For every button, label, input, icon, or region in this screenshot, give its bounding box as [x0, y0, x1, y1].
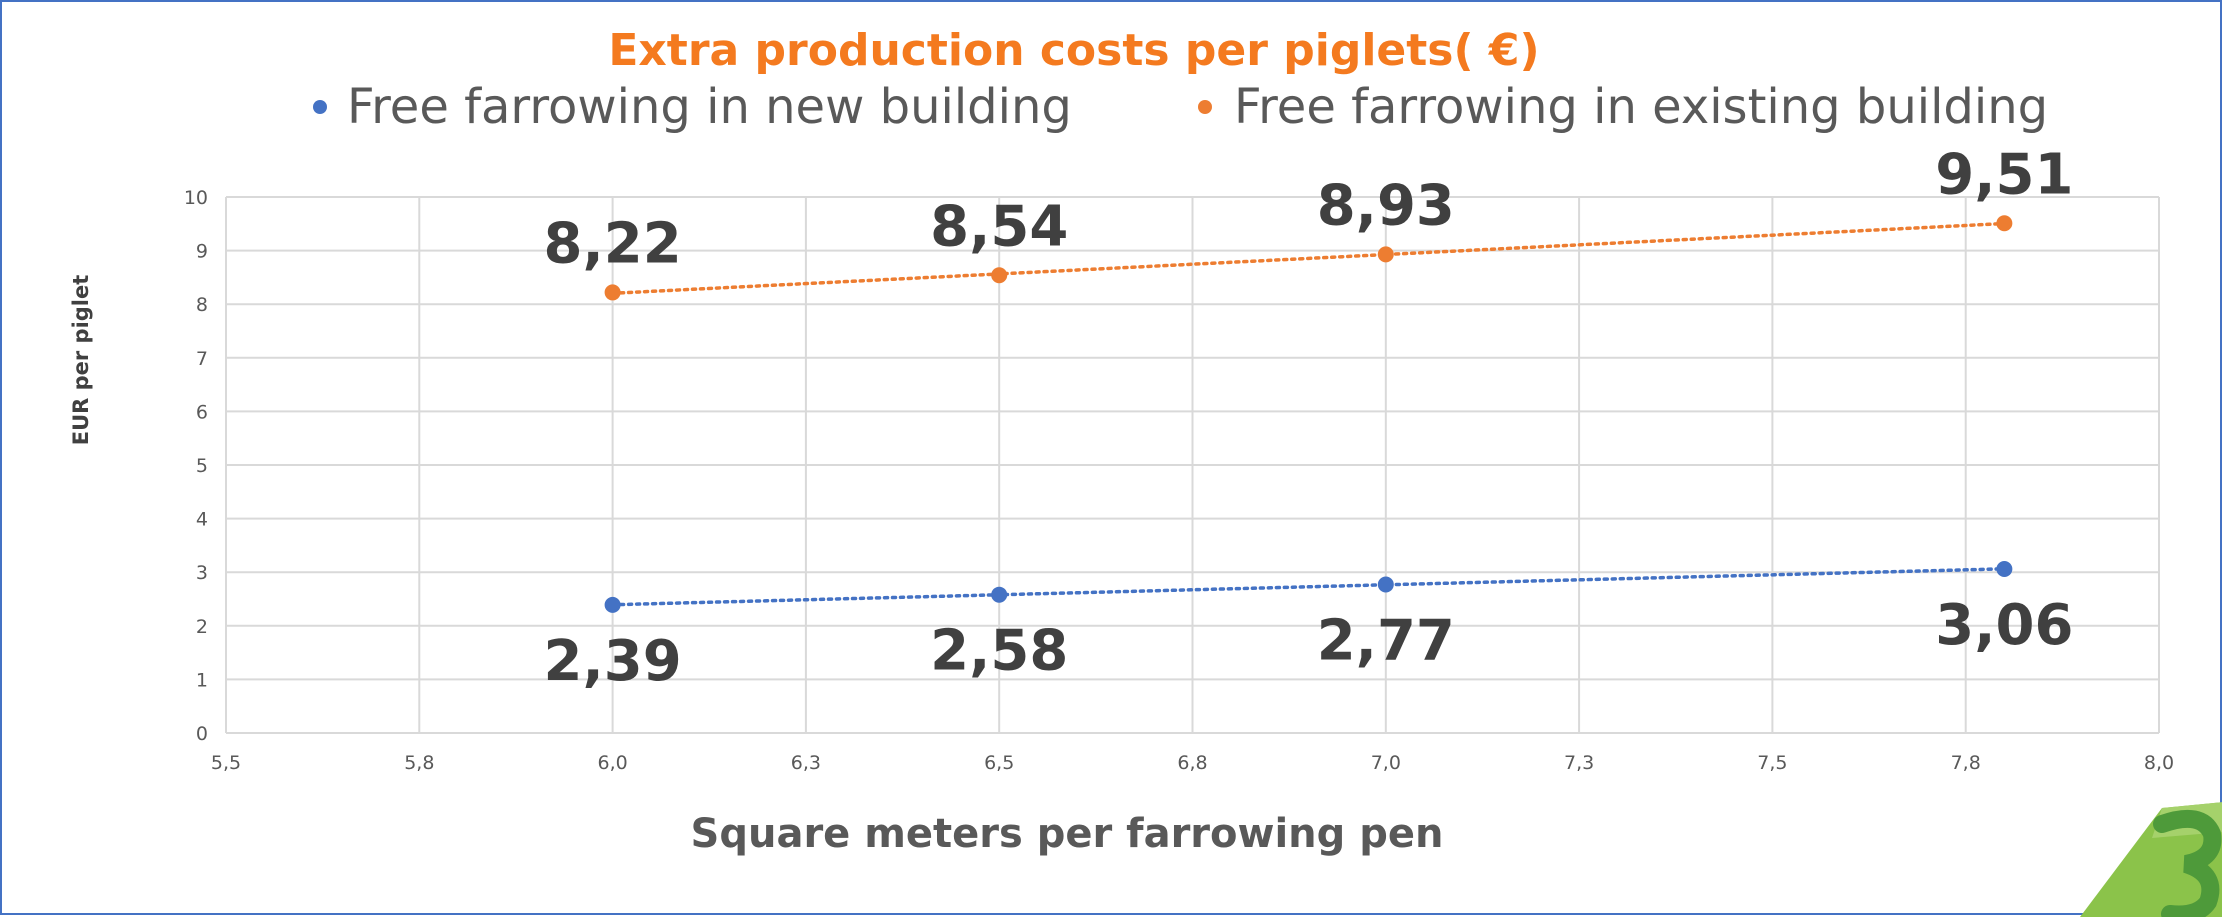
- y-tick-label: 5: [196, 455, 208, 477]
- x-tick-label: 5,5: [211, 752, 241, 774]
- data-label: 2,58: [930, 619, 1068, 684]
- y-tick-label: 6: [196, 401, 208, 423]
- legend-label-existing-building: Free farrowing in existing building: [1234, 79, 2048, 135]
- data-point: [604, 596, 621, 613]
- data-point: [1996, 215, 2013, 232]
- x-tick-label: 6,5: [984, 752, 1014, 774]
- y-tick-label: 7: [196, 348, 208, 370]
- y-tick-label: 3: [196, 562, 208, 584]
- data-point: [1377, 246, 1394, 263]
- series-layer: 2,39 2,58 2,77 3,06 8,22 8,54 8,93 9,51: [544, 142, 2074, 694]
- data-label: 8,22: [544, 211, 682, 276]
- y-tick-label: 4: [196, 509, 208, 531]
- x-tick-label: 6,8: [1177, 752, 1207, 774]
- data-point: [604, 284, 621, 301]
- grid: [225, 196, 2160, 734]
- x-tick-label: 7,0: [1371, 752, 1401, 774]
- y-tick-label: 9: [196, 241, 208, 263]
- x-axis-ticks: 5,5 5,8 6,0 6,3 6,5 6,8 7,0 7,3 7,5 7,8 8,0: [211, 752, 2174, 774]
- x-tick-label: 7,8: [1951, 752, 1981, 774]
- data-point: [991, 267, 1008, 284]
- y-tick-label: 0: [196, 723, 208, 745]
- y-axis-ticks: 0 1 2 3 4 5 6 7 8 9 10: [184, 187, 208, 745]
- green-3-logo: [2080, 802, 2222, 917]
- data-label: 3,06: [1935, 593, 2073, 658]
- trendline: [610, 567, 2007, 607]
- data-label: 9,51: [1935, 142, 2073, 207]
- legend-marker-existing-building: [1198, 100, 1212, 114]
- trendline: [610, 221, 2007, 296]
- y-tick-label: 8: [196, 294, 208, 316]
- legend-label-new-building: Free farrowing in new building: [347, 79, 1072, 135]
- x-tick-label: 6,3: [791, 752, 821, 774]
- chart-title: Extra production costs per piglets( €): [608, 25, 1539, 76]
- y-tick-label: 1: [196, 669, 208, 691]
- data-label: 8,54: [930, 194, 1068, 259]
- series-new-building: 2,39 2,58 2,77 3,06: [544, 560, 2073, 694]
- y-axis-label: EUR per piglet: [69, 275, 93, 446]
- data-label: 2,39: [544, 629, 682, 694]
- data-point: [1996, 560, 2013, 577]
- x-tick-label: 7,5: [1757, 752, 1787, 774]
- y-tick-label: 2: [196, 616, 208, 638]
- legend-marker-new-building: [313, 100, 327, 114]
- x-axis-label: Square meters per farrowing pen: [691, 811, 1444, 857]
- data-label: 8,93: [1317, 173, 1455, 238]
- x-tick-label: 6,0: [597, 752, 627, 774]
- series-existing-building: 8,22 8,54 8,93 9,51: [544, 142, 2073, 301]
- data-label: 2,77: [1317, 609, 1455, 674]
- x-tick-label: 5,8: [404, 752, 434, 774]
- legend: Free farrowing in new building Free farr…: [313, 79, 2048, 135]
- x-tick-label: 7,3: [1564, 752, 1594, 774]
- x-tick-label: 8,0: [2144, 752, 2174, 774]
- y-tick-label: 10: [184, 187, 208, 209]
- data-point: [1377, 576, 1394, 593]
- data-point: [991, 586, 1008, 603]
